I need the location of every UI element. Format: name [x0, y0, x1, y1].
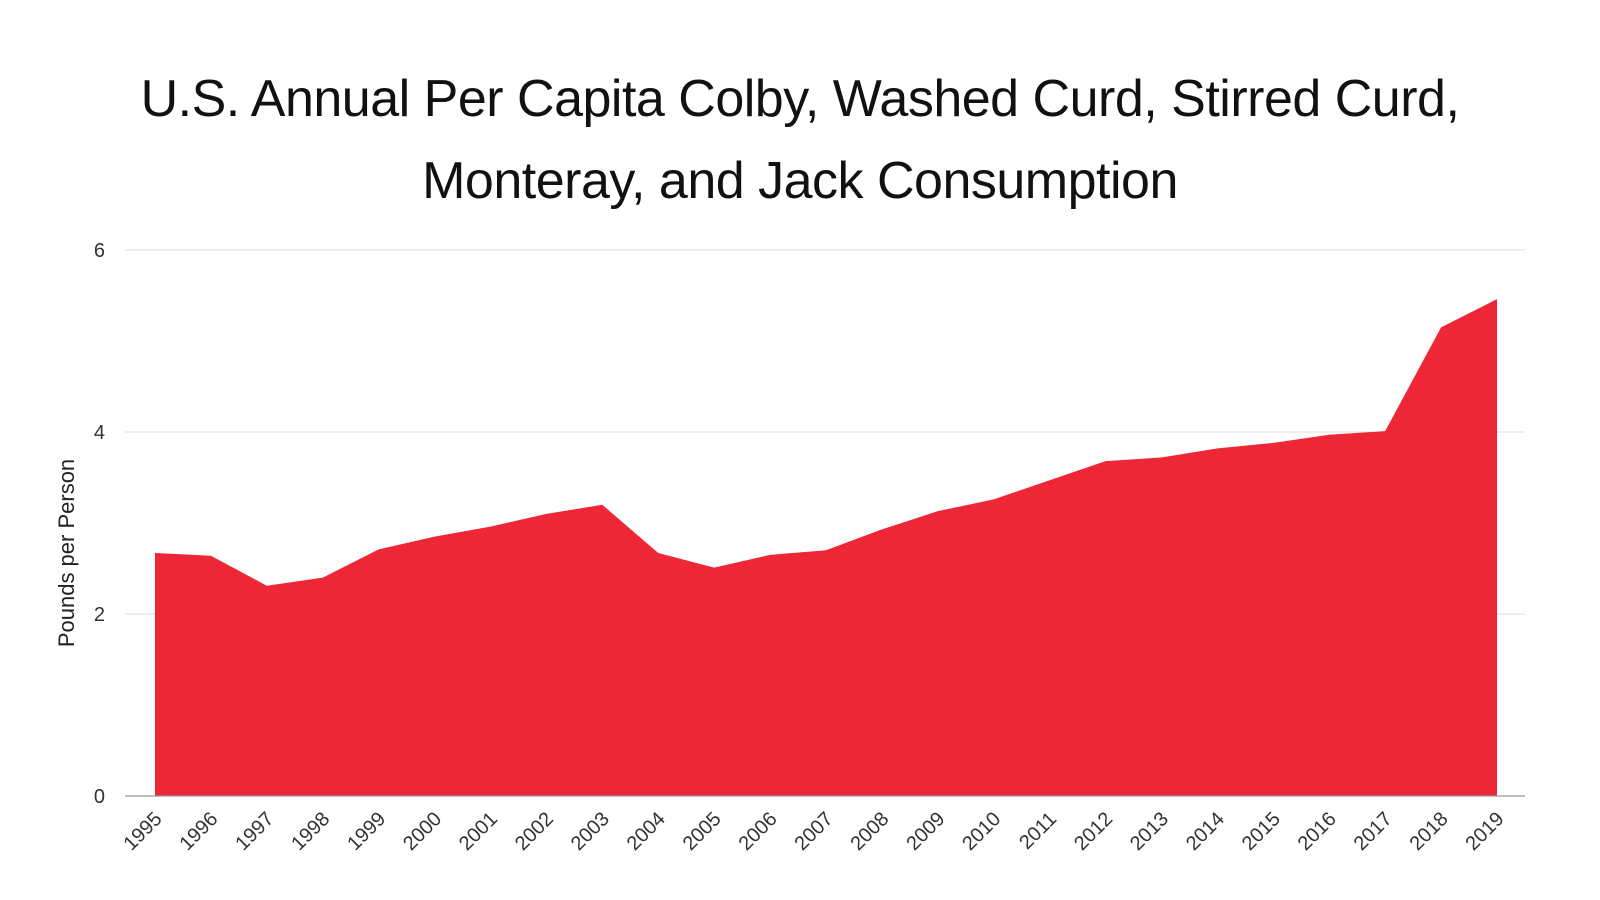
x-tick-label: 2006: [735, 808, 782, 855]
x-tick-label: 2015: [1238, 808, 1285, 855]
chart-title: U.S. Annual Per Capita Colby, Washed Cur…: [0, 58, 1600, 222]
x-tick-label: 2017: [1350, 808, 1397, 855]
x-tick-label: 2014: [1182, 808, 1229, 855]
x-tick-label: 2008: [846, 808, 893, 855]
x-tick-label: 2004: [623, 808, 670, 855]
x-tick-label: 1999: [343, 808, 390, 855]
x-tick-label: 1996: [175, 808, 222, 855]
x-tick-label: 2005: [679, 808, 726, 855]
y-tick-labels: 0 2 4 6: [94, 240, 105, 808]
x-tick-label: 2016: [1294, 808, 1341, 855]
x-tick-labels: 1995 1996 1997 1998 1999 2000 2001 2002 2003 2004…: [120, 808, 1509, 855]
x-tick-label: 2011: [1015, 808, 1061, 854]
y-tick-label: 0: [94, 786, 105, 808]
x-tick-label: 2013: [1126, 808, 1173, 855]
x-tick-label: 2009: [902, 808, 949, 855]
x-tick-label: 2007: [791, 808, 838, 855]
y-tick-label: 2: [94, 604, 105, 626]
x-tick-label: 2012: [1070, 808, 1117, 855]
x-tick-label: 2018: [1406, 808, 1453, 855]
area-series-0: [155, 299, 1497, 796]
x-tick-label: 1997: [231, 808, 278, 855]
x-tick-label: 2019: [1462, 808, 1509, 855]
y-tick-label: 4: [94, 422, 105, 444]
chart-title-line-2: Monteray, and Jack Consumption: [422, 152, 1178, 210]
x-tick-label: 1998: [287, 808, 334, 855]
x-tick-label: 1995: [120, 808, 167, 855]
y-tick-label: 6: [94, 240, 105, 262]
area-series-layer: [155, 299, 1497, 796]
x-tick-label: 2000: [399, 808, 446, 855]
x-tick-label: 2002: [511, 808, 558, 855]
x-tick-label: 2010: [958, 808, 1005, 855]
x-tick-label: 2001: [455, 808, 502, 855]
x-tick-label: 2003: [567, 808, 614, 855]
chart-title-line-1: U.S. Annual Per Capita Colby, Washed Cur…: [140, 70, 1460, 128]
y-axis-title: Pounds per Person: [54, 459, 79, 647]
